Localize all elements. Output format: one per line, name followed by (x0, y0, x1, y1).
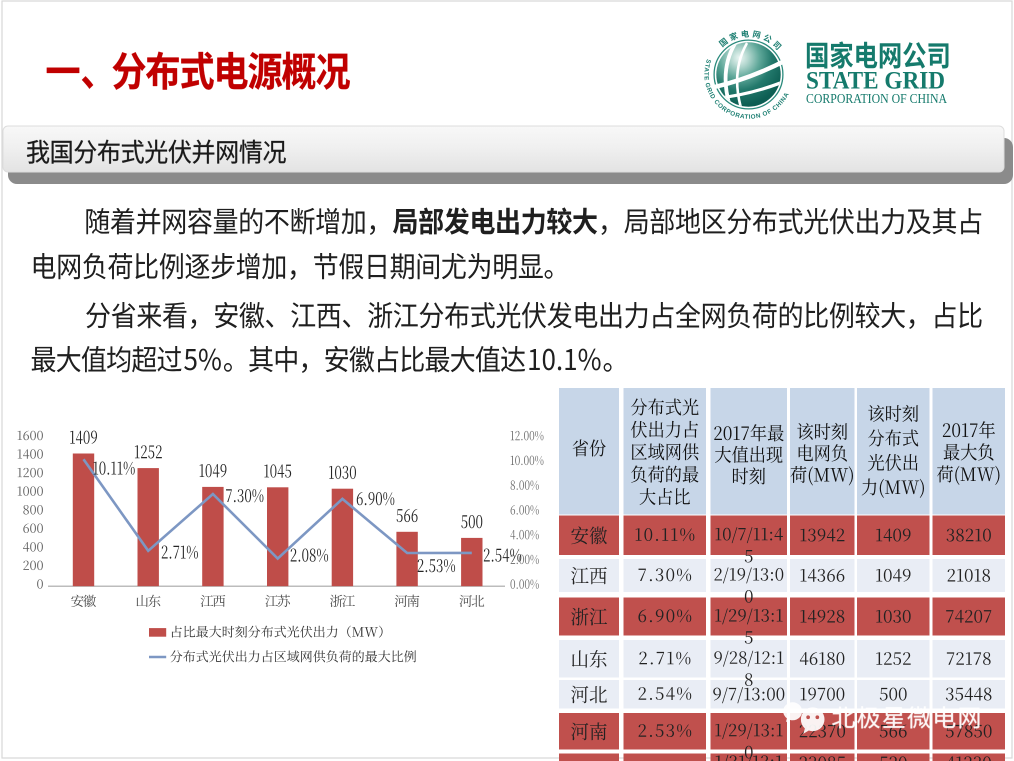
svg-text:CORPORATION OF CHINA: CORPORATION OF CHINA (806, 92, 948, 107)
svg-text:STATE GRID: STATE GRID (806, 68, 945, 95)
